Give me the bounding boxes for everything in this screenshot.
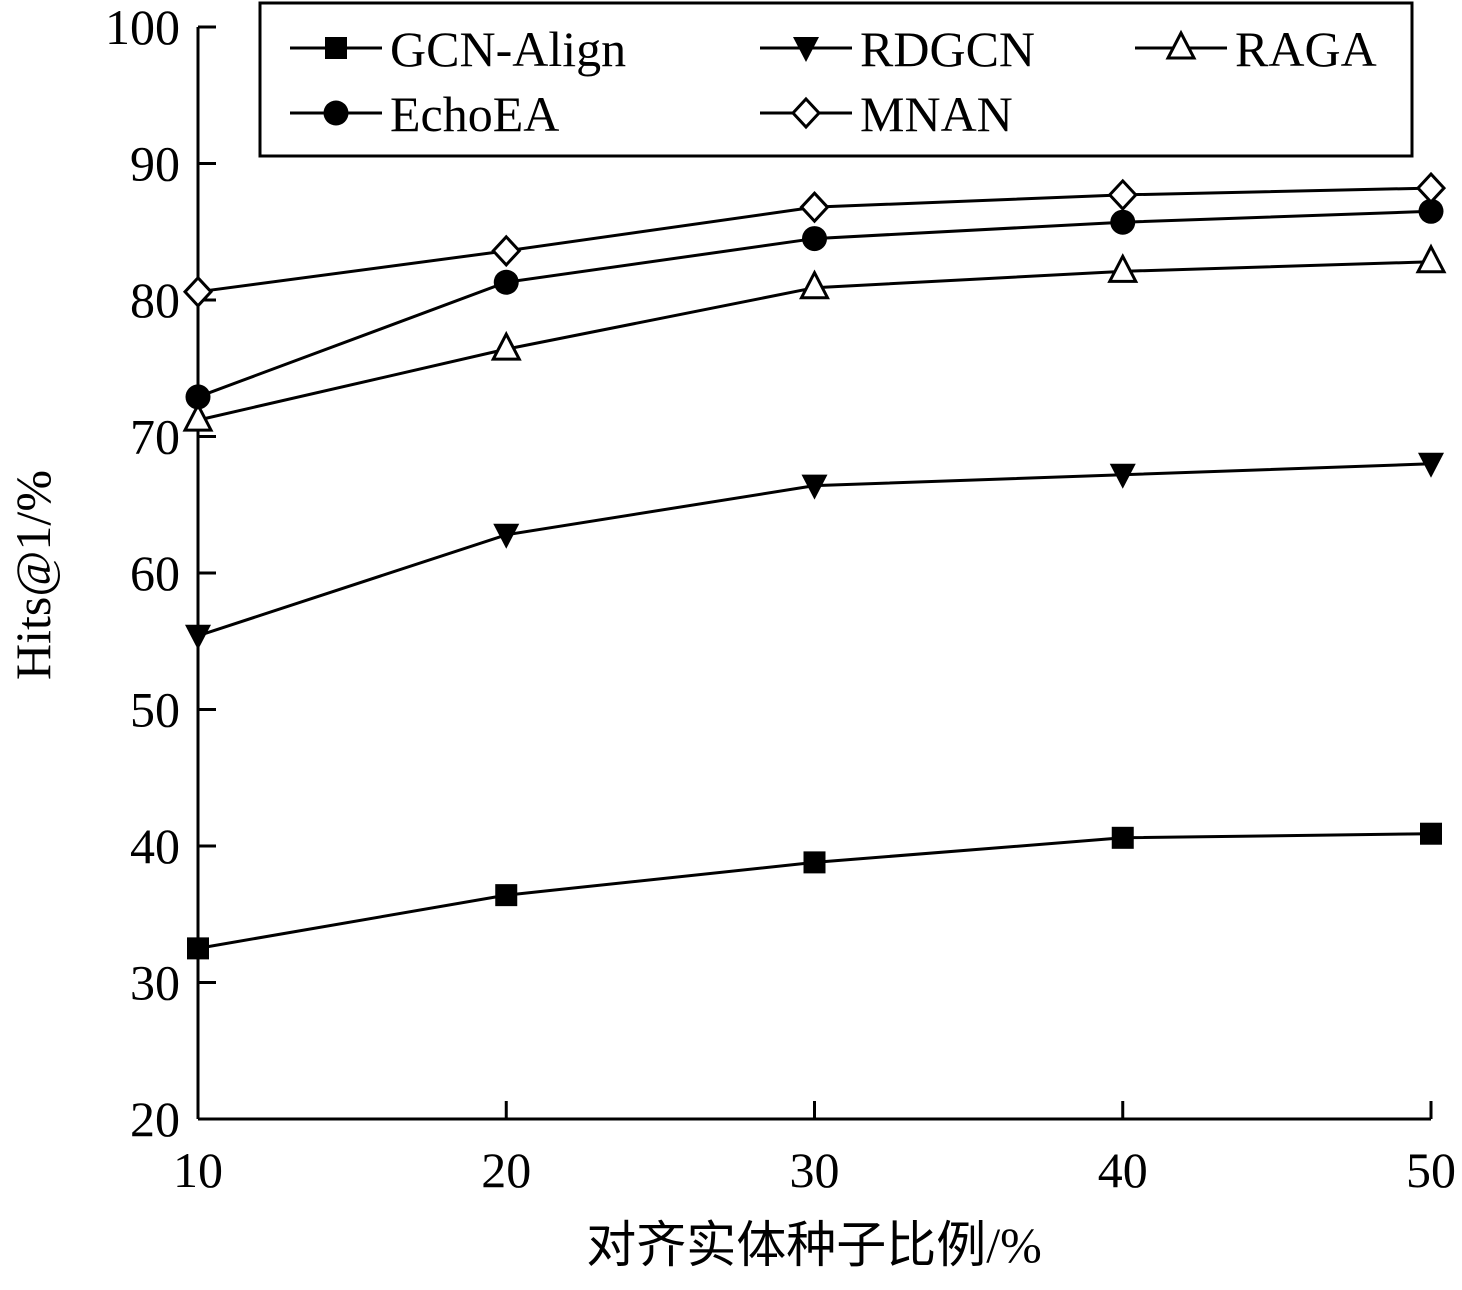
data-point-mnan — [1107, 178, 1138, 212]
data-point-echoea — [185, 384, 211, 410]
data-point-raga — [799, 269, 830, 300]
legend-label: RAGA — [1235, 21, 1377, 77]
x-tick-label: 10 — [173, 1142, 223, 1198]
legend-item-echoea: EchoEA — [290, 86, 559, 142]
y-tick-label: 30 — [130, 955, 180, 1011]
series-echoea — [185, 198, 1444, 410]
legend-item-mnan: MNAN — [760, 86, 1013, 142]
x-tick-label: 20 — [481, 1142, 531, 1198]
x-tick-label: 40 — [1098, 1142, 1148, 1198]
data-point-gcn-align — [1420, 822, 1442, 845]
x-axis-title: 对齐实体种子比例/% — [586, 1217, 1042, 1273]
data-point-echoea — [493, 269, 519, 295]
y-tick-label: 20 — [130, 1091, 180, 1147]
data-point-gcn-align — [803, 851, 826, 874]
data-point-rdgcn — [801, 474, 828, 500]
legend-marker — [793, 37, 819, 62]
y-tick-label: 70 — [130, 409, 180, 465]
y-tick-label: 60 — [130, 545, 180, 601]
data-point-gcn-align — [187, 937, 209, 960]
data-point-raga — [1107, 253, 1139, 283]
data-point-mnan — [491, 234, 522, 268]
data-point-mnan — [1415, 171, 1447, 205]
data-point-gcn-align — [495, 884, 518, 907]
x-tick-label: 30 — [790, 1142, 840, 1198]
legend-item-rdgcn: RDGCN — [760, 21, 1035, 77]
legend-box — [258, 1, 1414, 158]
legend: GCN-Align RDGCN RAGA EchoEA MNAN — [258, 1, 1414, 158]
data-point-rdgcn — [1418, 452, 1444, 478]
legend-marker — [325, 37, 347, 59]
y-tick-label: 100 — [105, 0, 180, 55]
series-gcn-align — [187, 822, 1442, 960]
legend-label: EchoEA — [390, 86, 559, 142]
data-point-rdgcn — [493, 523, 520, 549]
series-group — [182, 171, 1447, 960]
y-tick-label: 40 — [130, 818, 180, 874]
y-axis-title: Hits@1/% — [5, 470, 61, 680]
data-point-echoea — [1418, 198, 1444, 224]
legend-label: MNAN — [860, 86, 1013, 142]
data-point-echoea — [1110, 209, 1136, 235]
legend-label: RDGCN — [860, 21, 1035, 77]
legend-item-raga: RAGA — [1135, 21, 1377, 77]
data-point-raga — [182, 401, 214, 432]
data-point-echoea — [802, 226, 827, 252]
series-line-gcn-align — [197, 832, 1432, 950]
legend-marker — [790, 96, 822, 130]
data-point-raga — [490, 330, 522, 361]
series-mnan — [182, 171, 1447, 309]
series-raga — [182, 243, 1447, 432]
series-rdgcn — [185, 452, 1444, 650]
data-point-mnan — [182, 275, 214, 309]
data-point-rdgcn — [1109, 463, 1136, 489]
y-tick-label: 80 — [130, 272, 180, 328]
legend-marker — [323, 100, 349, 126]
legend-marker — [1165, 29, 1197, 60]
data-point-mnan — [799, 190, 830, 224]
legend-label: GCN-Align — [390, 21, 626, 77]
data-point-raga — [1415, 243, 1447, 274]
data-point-rdgcn — [185, 624, 211, 650]
data-point-gcn-align — [1111, 826, 1134, 849]
legend-item-gcn-align: GCN-Align — [290, 21, 626, 77]
y-tick-label: 50 — [130, 682, 180, 738]
x-tick-label: 50 — [1406, 1142, 1456, 1198]
y-tick-label: 90 — [130, 136, 180, 192]
